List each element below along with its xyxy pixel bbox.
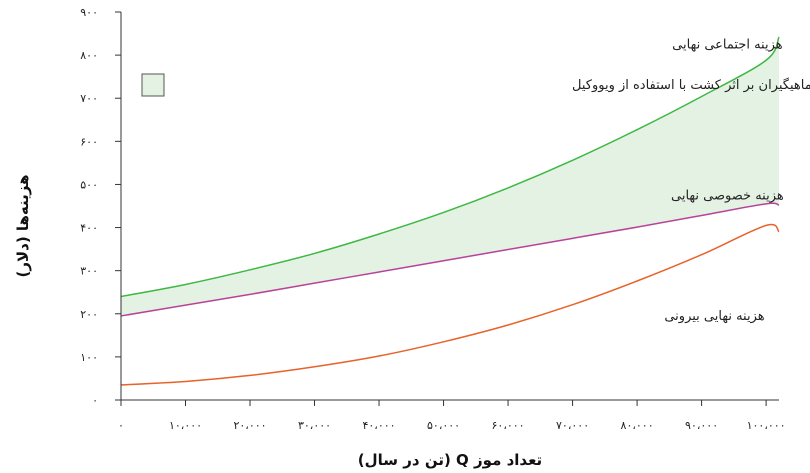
y-tick-label: ۱۰۰: [80, 351, 98, 364]
y-tick-label: ۸۰۰: [80, 49, 98, 62]
x-tick-label: ۸۰،۰۰۰: [621, 419, 654, 432]
x-tick-label: ۳۰،۰۰۰: [298, 419, 331, 432]
x-tick-label: ۷۰،۰۰۰: [556, 419, 589, 432]
y-tick-label: ۷۰۰: [80, 92, 98, 105]
legend: هزینه های تحمیل شده بر ماهیگیران بر اثر …: [141, 73, 810, 97]
curve-label: هزینه خصوصی نهایی: [671, 189, 784, 204]
y-ticks: ۰ ۱۰۰ ۲۰۰ ۳۰۰ ۴۰۰ ۵۰۰ ۶۰۰ ۷۰۰ ۸۰۰ ۹۰۰: [80, 6, 121, 407]
series-line-1: [120, 202, 780, 317]
axes: [120, 12, 779, 401]
x-tick-label: ۲۰،۰۰۰: [233, 419, 266, 432]
y-tick-label: ۹۰۰: [80, 6, 98, 19]
y-tick-label: ۲۰۰: [80, 308, 98, 321]
curve-label: هزینه نهایی بیرونی: [664, 309, 764, 324]
y-tick-label: ۵۰۰: [80, 178, 98, 191]
x-tick-label: ۰: [118, 419, 124, 432]
x-tick-label: ۱۰،۰۰۰: [169, 419, 202, 432]
legend-text: هزینه های تحمیل شده بر ماهیگیران بر اثر …: [572, 77, 810, 93]
annotations: هزینه اجتماعی نهایی هزینه خصوصی نهایی هزین…: [664, 38, 784, 325]
x-axis-title: تعداد موز Q (تن در سال): [358, 451, 542, 469]
y-tick-label: ۶۰۰: [80, 135, 98, 148]
x-tick-label: ۵۰،۰۰۰: [427, 419, 460, 432]
y-tick-label: ۳۰۰: [80, 265, 98, 278]
x-tick-label: ۱۰۰،۰۰۰: [747, 419, 786, 432]
curves: [120, 36, 780, 386]
series-line-0: [120, 36, 780, 298]
x-tick-label: ۶۰،۰۰۰: [492, 419, 525, 432]
x-tick-label: ۹۰،۰۰۰: [685, 419, 718, 432]
shaded-region: [121, 37, 779, 316]
legend-swatch: [141, 73, 165, 97]
x-ticks: ۰ ۱۰،۰۰۰ ۲۰،۰۰۰ ۳۰،۰۰۰ ۴۰،۰۰۰ ۵۰،۰۰۰ ۶۰،۰۰۰ ۷۰،…: [118, 400, 786, 432]
x-tick-label: ۴۰،۰۰۰: [362, 419, 395, 432]
y-axis-title: هزینه‌ها (دلار): [14, 174, 32, 277]
curve-label: هزینه اجتماعی نهایی: [672, 38, 783, 53]
series-line-2: [120, 223, 780, 386]
y-tick-label: ۴۰۰: [80, 222, 98, 235]
y-tick-label: ۰: [92, 394, 98, 407]
